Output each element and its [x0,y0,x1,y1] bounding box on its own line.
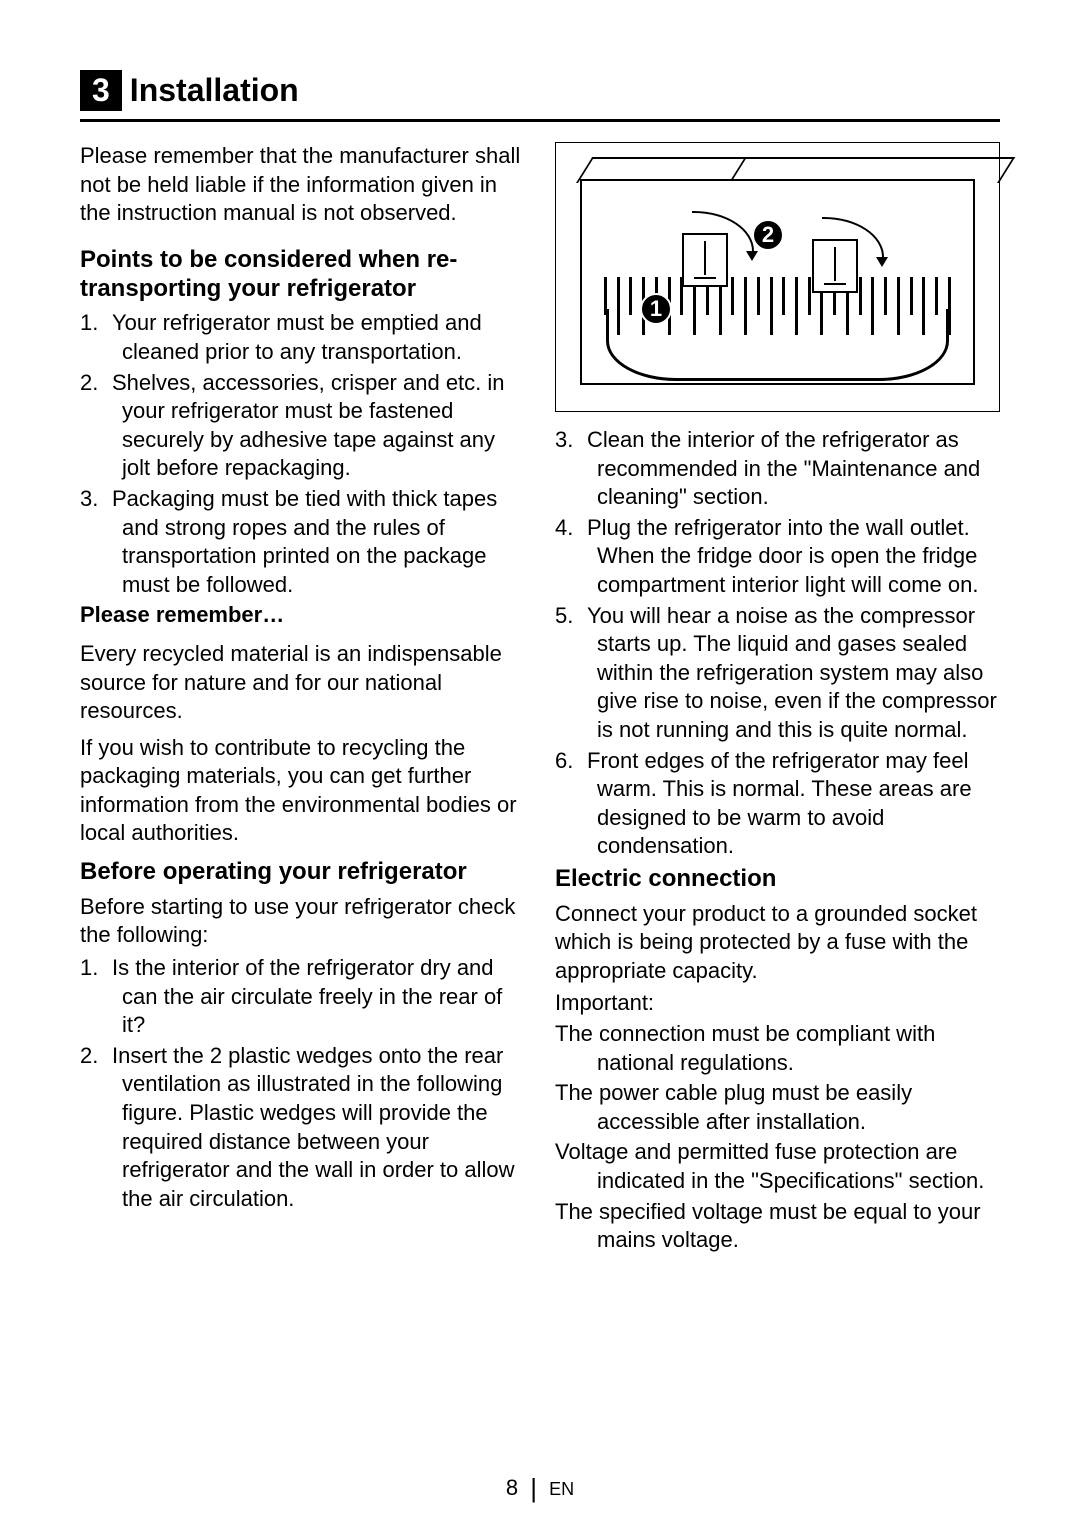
page-footer: 8 | EN [0,1471,1080,1502]
list-item: Plug the refrigerator into the wall outl… [555,514,1000,600]
list-item: The power cable plug must be easily acce… [555,1079,1000,1136]
points-list: Your refrigerator must be emptied and cl… [80,309,525,599]
wedge-installation-figure: 1 2 [555,142,1000,412]
important-label: Important: [555,989,1000,1018]
list-item: Clean the interior of the refrigerator a… [555,426,1000,512]
arrow-icon [692,211,754,253]
points-heading: Points to be considered when re-transpor… [80,246,525,304]
footer-language: EN [549,1479,574,1499]
electric-heading: Electric connection [555,865,1000,894]
list-item: Shelves, accessories, crisper and etc. i… [80,369,525,483]
arrow-icon [822,217,884,259]
list-item: Voltage and permitted fuse protection ar… [555,1138,1000,1195]
list-item: Insert the 2 plastic wedges onto the rea… [80,1042,525,1214]
right-column: 1 2 Clean the interior of the refrigerat… [555,142,1000,1257]
list-item: You will hear a noise as the compressor … [555,602,1000,745]
list-item: Is the interior of the refrigerator dry … [80,954,525,1040]
list-item: Front edges of the refrigerator may feel… [555,747,1000,861]
list-item: The connection must be compliant with na… [555,1020,1000,1077]
list-item: Your refrigerator must be emptied and cl… [80,309,525,366]
list-item: The specified voltage must be equal to y… [555,1198,1000,1255]
electric-intro: Connect your product to a grounded socke… [555,900,1000,986]
remember-heading: Please remember… [80,601,525,630]
intro-paragraph: Please remember that the manufacturer sh… [80,142,525,228]
page-number: 8 [506,1475,518,1500]
callout-2: 2 [752,219,784,251]
before-heading: Before operating your refrigerator [80,858,525,887]
section-header: 3 Installation [80,70,1000,122]
callout-1: 1 [640,293,672,325]
list-item: Packaging must be tied with thick tapes … [80,485,525,599]
remember-paragraph-2: If you wish to contribute to recycling t… [80,734,525,848]
important-list: The connection must be compliant with na… [555,1020,1000,1255]
content-columns: Please remember that the manufacturer sh… [80,142,1000,1257]
before-list-continued: Clean the interior of the refrigerator a… [555,426,1000,861]
section-title: Installation [130,72,299,109]
left-column: Please remember that the manufacturer sh… [80,142,525,1257]
section-number: 3 [80,70,122,111]
footer-separator: | [530,1473,537,1503]
before-list: Is the interior of the refrigerator dry … [80,954,525,1213]
remember-paragraph-1: Every recycled material is an indispensa… [80,640,525,726]
before-intro: Before starting to use your refrigerator… [80,893,525,950]
